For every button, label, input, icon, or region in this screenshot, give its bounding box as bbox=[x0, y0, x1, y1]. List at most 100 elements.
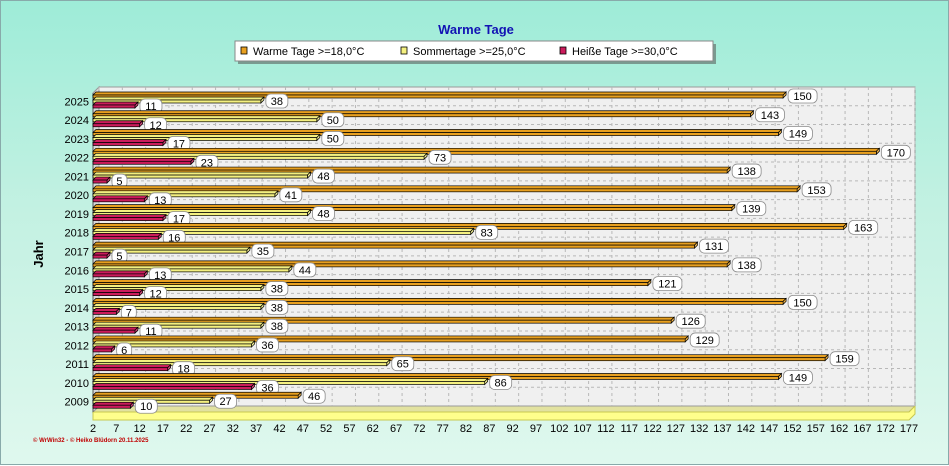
bar-top-face bbox=[92, 233, 163, 237]
data-label-box bbox=[755, 107, 785, 123]
legend-label-warme-tage-18-0-c: Warme Tage >=18,0°C bbox=[253, 46, 364, 58]
legend-swatch-warme-tage-18-0-c bbox=[240, 46, 248, 55]
bar-sommertage-25-0-c-2021 bbox=[92, 171, 312, 179]
x-tick-label: 177 bbox=[900, 423, 918, 435]
data-label-box bbox=[321, 131, 345, 146]
bar-front-face bbox=[92, 404, 131, 409]
data-label-text: 35 bbox=[257, 246, 269, 258]
data-label-text: 23 bbox=[201, 157, 213, 169]
x-tick-label: 127 bbox=[667, 423, 685, 435]
data-label-box bbox=[251, 243, 275, 259]
data-label-text: 13 bbox=[154, 195, 166, 207]
bar-top-face bbox=[92, 241, 699, 246]
bar-warme-tage-18-0-c-2016 bbox=[92, 260, 731, 268]
bar-top-face bbox=[92, 166, 731, 171]
x-tick-label: 92 bbox=[507, 423, 519, 435]
y-tick-label: 2020 bbox=[65, 190, 89, 202]
data-label-box bbox=[848, 219, 879, 235]
x-tick-label: 112 bbox=[597, 423, 615, 435]
bar-sommertage-25-0-c-2023 bbox=[92, 133, 321, 142]
bar-front-face bbox=[92, 348, 113, 353]
y-tick-label: 2016 bbox=[65, 265, 89, 277]
data-label-text: 5 bbox=[116, 251, 122, 263]
data-label-sommertage-25-0-c-2015: 38 bbox=[265, 281, 289, 297]
data-label-text: 11 bbox=[145, 101, 156, 113]
plot-area: 2 7 12 17 22 27 32 37 42 47 52 57 62 67 72 77 82 87 92 97 10… bbox=[65, 85, 918, 435]
data-label-text: 121 bbox=[658, 279, 676, 291]
data-label-box bbox=[312, 206, 335, 221]
data-label-text: 46 bbox=[308, 391, 320, 403]
bar-sommertage-25-0-c-2018 bbox=[92, 227, 475, 236]
bar-front-face bbox=[92, 319, 672, 324]
x-tick-label: 57 bbox=[343, 423, 355, 435]
data-label-box bbox=[391, 356, 415, 372]
y-tick-label: 2017 bbox=[65, 247, 89, 259]
bar-sommertage-25-0-c-2012 bbox=[92, 340, 256, 348]
credit-wrwin: © WrWin32 bbox=[33, 438, 65, 444]
data-label-sommertage-25-0-c-2018: 83 bbox=[475, 224, 499, 240]
bar-sommertage-25-0-c-2020 bbox=[92, 189, 279, 198]
bar-top-face bbox=[92, 340, 256, 345]
x-tick-label: 67 bbox=[390, 423, 402, 435]
data-label-text: 11 bbox=[145, 326, 156, 338]
bar-front-face bbox=[92, 188, 798, 193]
bar-top-face bbox=[92, 401, 135, 406]
data-label-text: 27 bbox=[219, 396, 231, 408]
bar-top-face bbox=[92, 354, 829, 359]
x-tick-label: 167 bbox=[853, 423, 871, 435]
bar-top-face bbox=[92, 209, 312, 213]
data-label-text: 44 bbox=[299, 265, 311, 277]
y-tick-label: 2025 bbox=[65, 96, 89, 108]
data-label-text: 41 bbox=[285, 190, 297, 202]
bar-front-face bbox=[92, 198, 145, 203]
bar-hei-e-tage-30-0-c-2017 bbox=[92, 251, 111, 259]
legend-swatch-hei-e-tage-30-0-c bbox=[559, 46, 567, 55]
bar-hei-e-tage-30-0-c-2015 bbox=[92, 288, 144, 297]
data-label-box bbox=[489, 375, 513, 390]
data-label-text: 86 bbox=[495, 377, 507, 389]
data-label-text: 48 bbox=[317, 171, 329, 183]
x-tick-label: 157 bbox=[807, 423, 825, 435]
bar-top-face bbox=[92, 101, 139, 106]
data-label-box bbox=[783, 126, 813, 141]
bar-sommertage-25-0-c-2025 bbox=[92, 96, 265, 104]
x-tick-label: 7 bbox=[113, 423, 119, 435]
data-label-text: 17 bbox=[173, 139, 185, 151]
bar-top-face bbox=[92, 110, 755, 115]
bar-top-face bbox=[92, 326, 139, 331]
legend-label-sommertage-25-0-c: Sommertage >=25,0°C bbox=[413, 46, 526, 58]
data-label-warme-tage-18-0-c-2014: 150 bbox=[787, 295, 818, 310]
data-label-box bbox=[731, 257, 762, 273]
data-label-warme-tage-18-0-c-2009: 46 bbox=[302, 388, 326, 404]
bar-top-face bbox=[92, 91, 787, 96]
credit-author: © Heiko Blüdorn bbox=[69, 438, 118, 444]
y-tick-label: 2014 bbox=[65, 303, 89, 315]
x-tick-label: 162 bbox=[830, 423, 848, 435]
data-label-text: 13 bbox=[154, 270, 166, 282]
bar-warme-tage-18-0-c-2020 bbox=[92, 184, 801, 193]
bar-warme-tage-18-0-c-2012 bbox=[92, 335, 690, 343]
data-label-box bbox=[279, 187, 303, 203]
bar-front-face bbox=[92, 113, 751, 118]
data-label-warme-tage-18-0-c-2016: 138 bbox=[731, 257, 762, 273]
credit-separator: - bbox=[66, 438, 69, 444]
data-label-warme-tage-18-0-c-2010: 149 bbox=[783, 370, 813, 385]
bar-top-face bbox=[92, 152, 428, 157]
legend: Warme Tage >=18,0°C Sommertage >=25,0°C He… bbox=[234, 40, 716, 64]
data-label-text: 48 bbox=[317, 209, 329, 221]
y-tick-label: 2015 bbox=[65, 284, 89, 296]
data-label-text: 153 bbox=[807, 185, 825, 197]
data-label-warme-tage-18-0-c-2019: 139 bbox=[736, 201, 767, 216]
bar-hei-e-tage-30-0-c-2022 bbox=[92, 157, 195, 166]
data-label-text: 126 bbox=[682, 316, 700, 328]
data-label-text: 143 bbox=[761, 110, 779, 122]
data-label-warme-tage-18-0-c-2025: 150 bbox=[787, 88, 818, 104]
bar-front-face bbox=[92, 137, 318, 141]
x-tick-label: 27 bbox=[203, 423, 215, 435]
bar-top-face bbox=[92, 284, 265, 288]
legend-label-hei-e-tage-30-0-c: Heiße Tage >=30,0°C bbox=[572, 46, 678, 58]
y-axis-title: Jahr bbox=[31, 240, 46, 267]
bar-hei-e-tage-30-0-c-2025 bbox=[92, 101, 139, 109]
bar-top-face bbox=[92, 345, 116, 350]
bar-front-face bbox=[92, 244, 695, 249]
